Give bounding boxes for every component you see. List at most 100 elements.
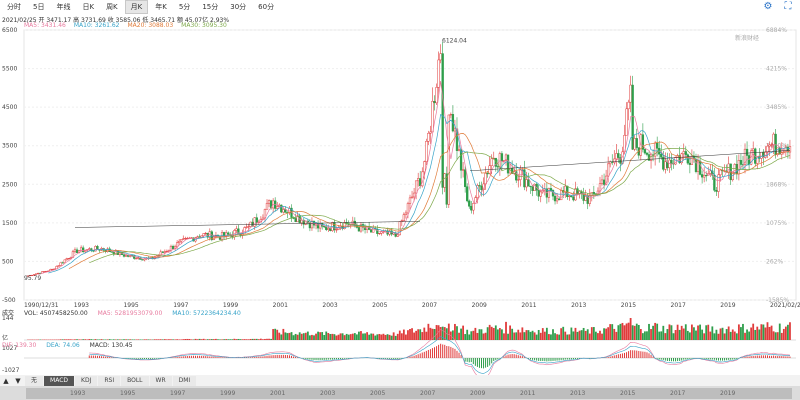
volume-bar: [684, 324, 687, 340]
arrow-down-icon[interactable]: ▼: [15, 376, 21, 385]
candle-body: [600, 179, 604, 184]
volume-bar: [96, 339, 99, 340]
volume-bar: [468, 334, 471, 340]
candle-body: [414, 180, 418, 194]
percent-tick: 3485%: [766, 104, 787, 111]
volume-bar: [501, 329, 503, 340]
percent-tick: 6884%: [766, 27, 787, 34]
indicator-tab-5[interactable]: WR: [149, 375, 172, 386]
x-tick: 2015: [621, 302, 636, 309]
candle-body: [656, 142, 659, 149]
candle-body: [37, 272, 40, 275]
candle-body: [539, 191, 542, 197]
x-tick: 1993: [74, 302, 89, 309]
price-tick: -500: [2, 297, 16, 304]
indicator-tab-4[interactable]: BOLL: [121, 375, 149, 386]
volume-bar: [427, 323, 430, 340]
tab-6[interactable]: 年K: [155, 3, 167, 11]
volume-bar: [221, 339, 223, 340]
volume-bar: [69, 339, 72, 340]
volume-bar: [364, 333, 366, 340]
volume-bar: [617, 325, 620, 340]
tab-3[interactable]: 日K: [82, 3, 95, 11]
candle-body: [766, 145, 769, 153]
volume-bar: [717, 333, 720, 340]
candle-body: [165, 251, 169, 253]
volume-bar: [225, 339, 228, 340]
tab-1[interactable]: 5日: [33, 3, 45, 11]
volume-bar: [298, 332, 301, 340]
volume-bar: [243, 339, 246, 340]
volume-bar: [568, 334, 571, 340]
volume-bar: [188, 338, 191, 340]
volume-bar: [67, 339, 70, 340]
volume-bar: [539, 332, 542, 340]
volume-bar: [311, 334, 313, 340]
navigator-year: 1993: [70, 390, 86, 397]
tab-0[interactable]: 分时: [7, 3, 21, 11]
indicator-tab-3[interactable]: RSI: [98, 375, 121, 386]
tab-9[interactable]: 30分: [230, 3, 247, 11]
tab-4[interactable]: 周K: [106, 3, 118, 11]
candle-body: [770, 144, 773, 146]
candle-body: [30, 274, 34, 277]
volume-bar: [456, 326, 458, 340]
volume-bar: [443, 327, 446, 340]
volume-bar: [723, 333, 726, 340]
volume-bar: [335, 335, 338, 340]
tab-10[interactable]: 60分: [258, 3, 275, 11]
candle-body: [715, 190, 718, 192]
volume-bar: [407, 330, 409, 340]
volume-bar: [703, 333, 706, 340]
volume-bar: [447, 323, 450, 340]
indicator-bar: ▲ ▼ 无 MACD KDJ RSI BOLL WR DMI: [0, 375, 800, 386]
volume-bar: [217, 339, 219, 340]
candle-body: [427, 132, 430, 142]
volume-bar: [623, 325, 626, 340]
candle-body: [61, 262, 64, 264]
volume-bar: [558, 334, 561, 340]
volume-bar: [545, 327, 548, 340]
candle-body: [410, 196, 414, 199]
volume-bar: [153, 339, 156, 340]
volume-bar: [729, 331, 732, 340]
volume-bar: [274, 328, 277, 340]
candle-body: [461, 169, 465, 171]
candle-body: [82, 247, 85, 253]
ma5-line: [38, 80, 791, 275]
volume-bar: [292, 335, 295, 340]
volume-bar: [74, 339, 76, 340]
tab-5[interactable]: 月K: [124, 0, 149, 14]
settings-icon[interactable]: ⚙: [763, 1, 773, 12]
candle-body: [615, 153, 618, 160]
indicator-tab-1[interactable]: MACD: [44, 375, 75, 386]
tab-2[interactable]: 年线: [56, 3, 71, 11]
x-tick: 2005: [372, 302, 387, 309]
volume-bar: [288, 332, 291, 340]
indicator-tab-6[interactable]: DMI: [172, 375, 197, 386]
candle-body: [435, 87, 438, 104]
candle-body: [378, 233, 381, 235]
candle-body: [698, 160, 702, 175]
navigator-window[interactable]: [26, 388, 792, 399]
volume-bar: [678, 329, 681, 340]
volume-bar: [259, 338, 262, 340]
candle-body: [570, 195, 573, 198]
candle-body: [572, 196, 575, 201]
candle-body: [402, 214, 406, 221]
candle-body: [525, 179, 528, 188]
indicator-tab-0[interactable]: 无: [25, 375, 44, 386]
volume-bar: [129, 339, 132, 340]
volume-bar: [578, 330, 581, 340]
tab-8[interactable]: 15分: [202, 3, 219, 11]
volume-bar: [276, 329, 279, 340]
volume-bar: [315, 333, 317, 340]
fullscreen-icon[interactable]: ⛶: [784, 1, 792, 12]
arrow-up-icon[interactable]: ▲: [3, 376, 9, 385]
candle-body: [182, 238, 185, 240]
volume-bar: [605, 328, 608, 340]
tab-7[interactable]: 5分: [178, 3, 191, 11]
indicator-tab-2[interactable]: KDJ: [75, 375, 98, 386]
candle-body: [443, 173, 446, 188]
